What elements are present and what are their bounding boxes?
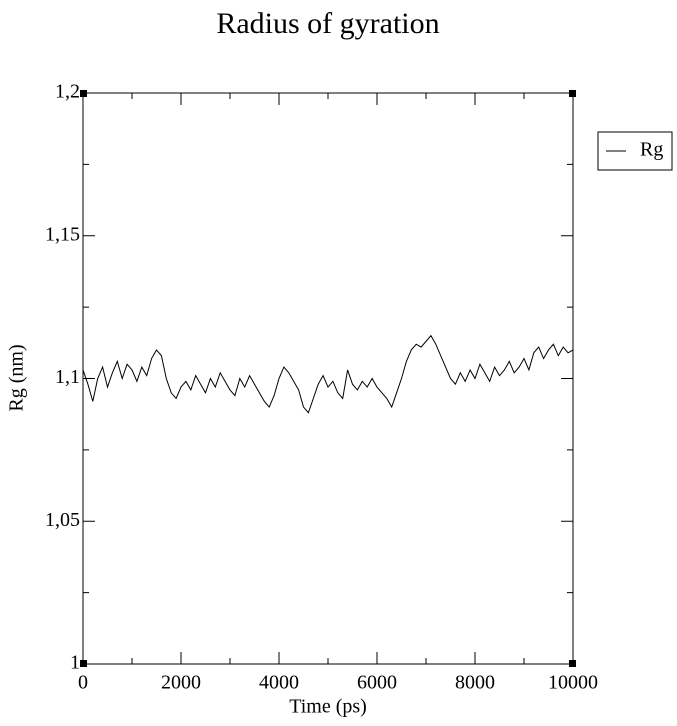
x-tick-label: 8000 bbox=[455, 672, 495, 694]
legend-label: Rg bbox=[640, 139, 663, 161]
y-tick-label: 1,2 bbox=[55, 81, 80, 103]
x-tick-label: 4000 bbox=[259, 672, 299, 694]
data-line bbox=[82, 334, 574, 414]
chart-title: Radius of gyration bbox=[216, 7, 439, 40]
x-tick-label: 10000 bbox=[548, 672, 598, 694]
y-tick-label: 1,15 bbox=[45, 223, 80, 245]
y-axis-label: Rg (nm) bbox=[6, 344, 28, 411]
x-tick-label: 0 bbox=[78, 672, 88, 694]
y-tick-label: 1,05 bbox=[45, 509, 80, 531]
y-tick-label: 1,1 bbox=[55, 366, 80, 388]
x-tick-label: 6000 bbox=[357, 672, 397, 694]
x-axis-label: Time (ps) bbox=[289, 696, 367, 718]
y-tick-label: 1 bbox=[70, 652, 80, 674]
x-tick-label: 2000 bbox=[161, 672, 201, 694]
